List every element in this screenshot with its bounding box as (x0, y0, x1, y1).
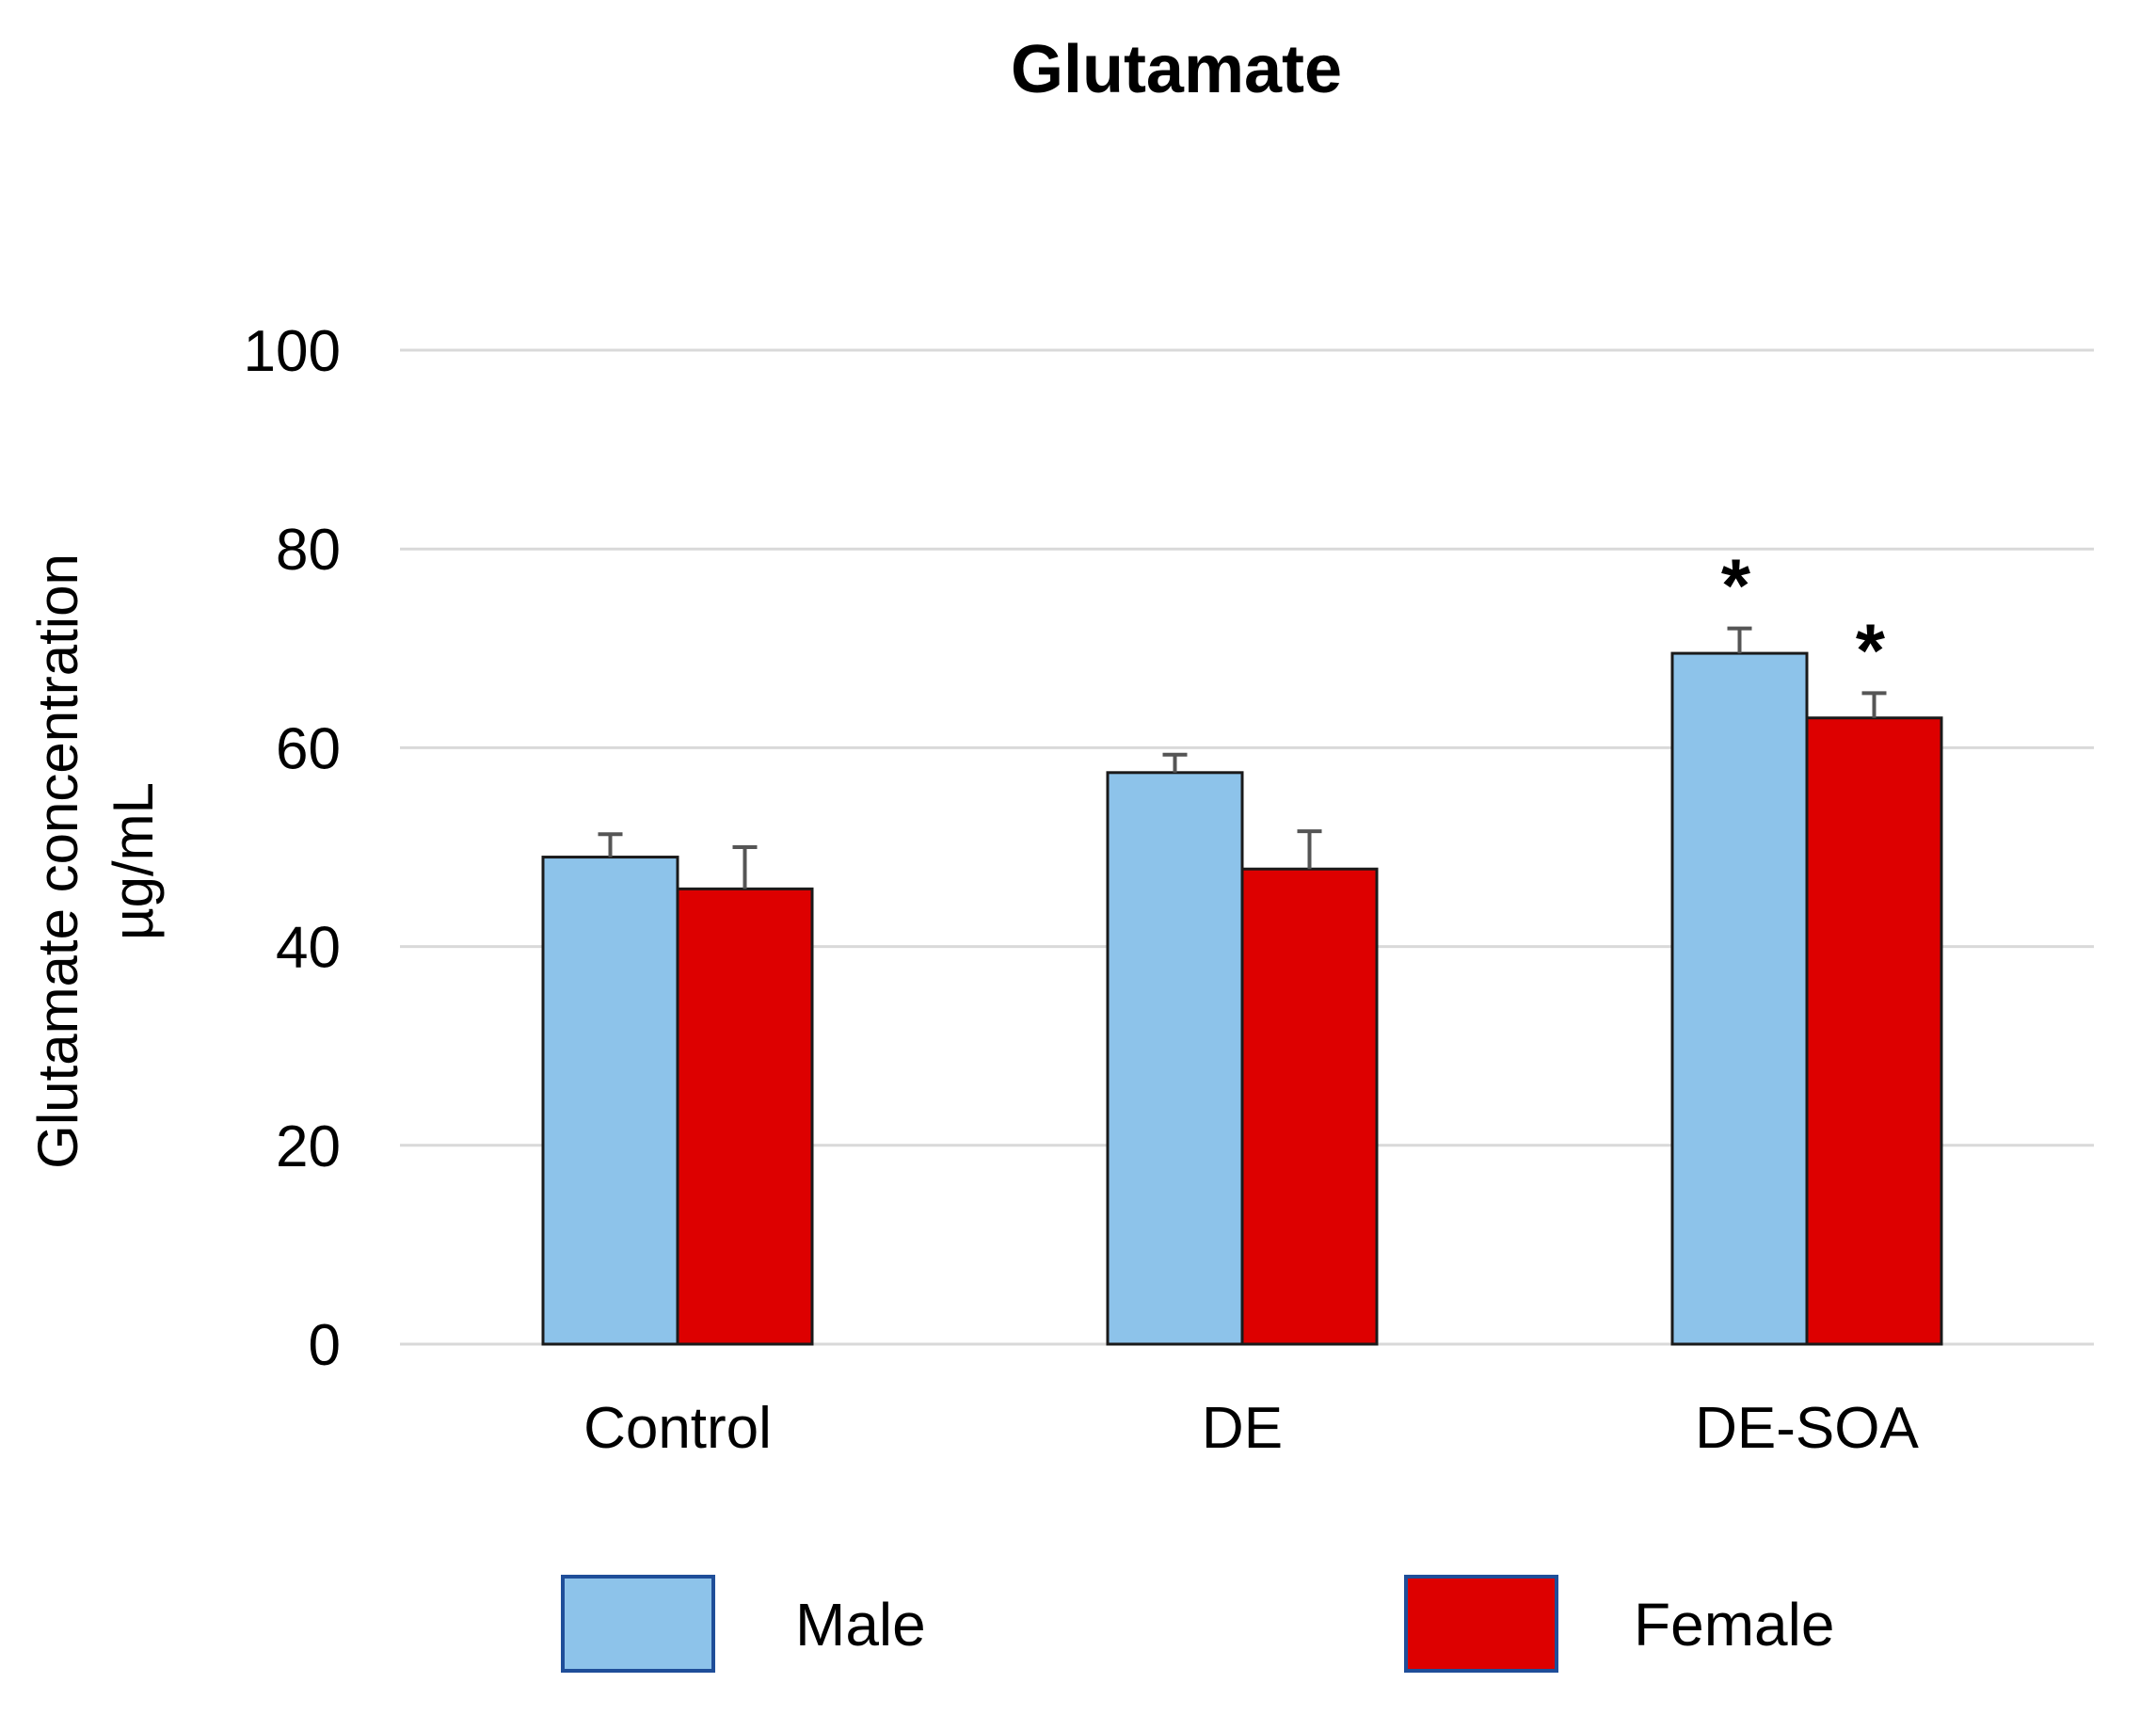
bar-female-de-soa (1805, 716, 1943, 1346)
legend-label-male: Male (795, 1591, 926, 1659)
bar-male-de (1106, 771, 1244, 1346)
bar-female-control (676, 887, 814, 1346)
y-tick-label: 100 (244, 319, 341, 384)
error-bars (598, 626, 1887, 890)
y-tick-label: 20 (276, 1114, 341, 1179)
x-category-label: Control (583, 1396, 772, 1461)
x-category-label: DE (1202, 1396, 1283, 1461)
y-tick-label: 80 (276, 518, 341, 583)
y-axis-label-line-1: Glutamate concentration (26, 553, 89, 1169)
x-category-labels: Control DE DE-SOA (583, 1396, 1919, 1461)
x-category-label: DE-SOA (1695, 1396, 1919, 1461)
annotations: ** (1721, 544, 1886, 693)
y-tick-label: 40 (276, 916, 341, 981)
y-tick-label: 60 (276, 716, 341, 781)
legend: Male Female (561, 1575, 1834, 1673)
legend-label-female: Female (1634, 1591, 1834, 1659)
bar-female-de (1240, 867, 1379, 1346)
bars (541, 651, 1943, 1346)
y-tick-label: 0 (309, 1313, 341, 1378)
y-axis-label: Glutamate concentration µg/mL (26, 553, 165, 1169)
bar-male-de-soa (1670, 651, 1809, 1346)
legend-swatch-male (561, 1575, 715, 1673)
significance-marker: * (1721, 544, 1751, 628)
y-tick-labels: 0 20 40 60 80 100 (244, 319, 341, 1378)
chart-title: Glutamate (1011, 32, 1342, 107)
y-axis-label-line-2: µg/mL (102, 782, 165, 940)
legend-swatch-female (1404, 1575, 1558, 1673)
significance-marker: * (1856, 608, 1886, 692)
bar-male-control (541, 856, 679, 1346)
